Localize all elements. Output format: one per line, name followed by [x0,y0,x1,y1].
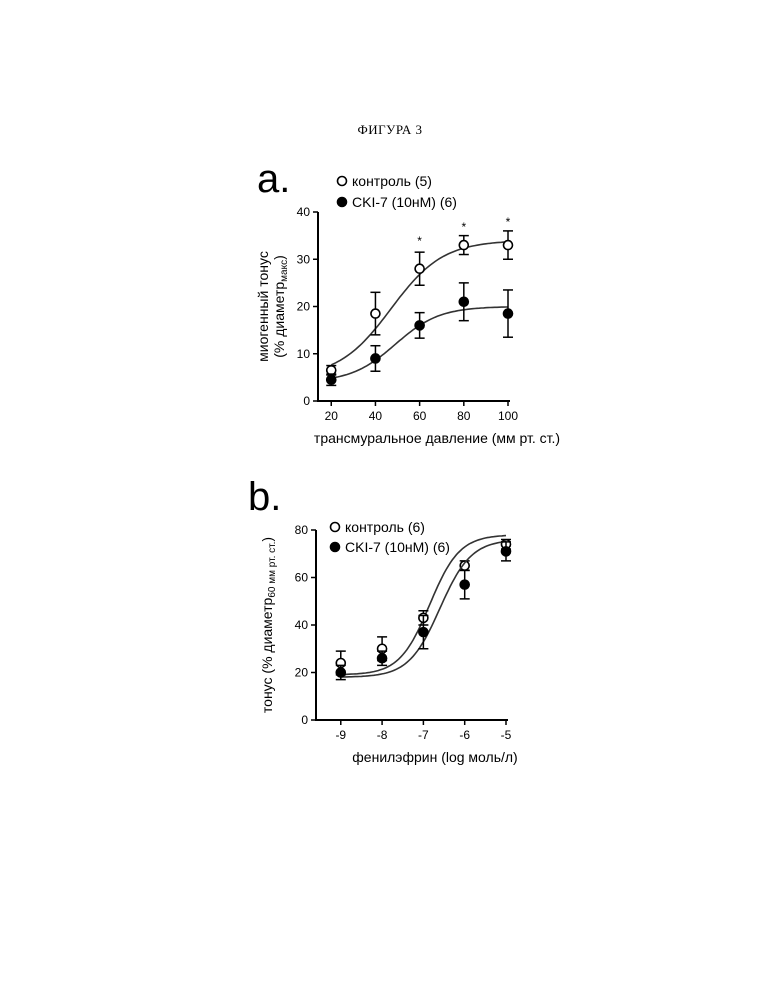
legend-marker-filled [338,198,347,207]
x-tick-label: 20 [325,409,339,423]
figure-title: ФИГУРА 3 [0,122,780,138]
data-point-filled [460,580,469,589]
series-cki7 [326,283,513,386]
data-point-filled [504,309,513,318]
x-tick-label: 100 [498,409,518,423]
legend-label: CKI-7 (10нМ) (6) [345,539,450,555]
legend-label: контроль (6) [345,519,425,535]
legend-marker-open [331,523,340,532]
x-tick-label: -7 [418,728,429,742]
data-point-filled [502,547,511,556]
data-point-filled [378,654,387,663]
panel-letter: a. [257,157,290,201]
x-tick-label: -6 [459,728,470,742]
y-axis-title-line2: (% диаметрмакс) [271,255,290,358]
legend-marker-filled [331,543,340,552]
y-tick-label: 60 [295,571,309,585]
x-tick-label: -8 [377,728,388,742]
data-point-filled [371,354,380,363]
x-tick-label: 60 [413,409,427,423]
y-tick-label: 0 [303,394,310,408]
y-tick-label: 20 [297,300,311,314]
fit-curve [341,536,506,675]
x-tick-label: 40 [369,409,383,423]
y-tick-label: 80 [295,523,309,537]
y-tick-label: 10 [297,347,311,361]
data-point-open [504,241,513,250]
data-point-filled [415,321,424,330]
data-point-filled [419,628,428,637]
series-control [336,536,511,675]
data-point-filled [459,297,468,306]
y-axis-title-line1: миогенный тонус [255,251,271,362]
y-tick-label: 30 [297,252,311,266]
significance-asterisk: * [461,220,466,234]
panel-letter: b. [248,475,281,519]
y-tick-label: 0 [301,713,308,727]
x-tick-label: 80 [457,409,471,423]
y-tick-label: 40 [297,205,311,219]
data-point-open [459,241,468,250]
significance-asterisk: * [506,215,511,229]
x-tick-label: -5 [501,728,512,742]
chart-b: b. 0 20 40 60 80 -9 -8 -7 -6 -5 фенилэфрин (log мол… [0,470,780,780]
x-axis-title: фенилэфрин (log моль/л) [352,749,517,765]
significance-asterisk: * [417,234,422,248]
x-axis-title: трансмуральное давление (мм рт. ст.) [314,430,560,446]
series-control [326,231,513,375]
data-point-open [415,264,424,273]
legend-marker-open [338,177,347,186]
legend-label: CKI-7 (10нМ) (6) [352,194,457,210]
y-tick-label: 40 [295,618,309,632]
data-point-open [371,309,380,318]
y-tick-label: 20 [295,666,309,680]
fit-curve [341,542,506,678]
x-tick-label: -9 [335,728,346,742]
y-axis-title: тонус (% диаметр60 мм рт. ст.) [259,537,278,713]
data-point-filled [336,668,345,677]
chart-a: a. 0 10 20 30 40 20 40 60 80 100 трансмуральное дав… [0,150,780,460]
data-point-filled [327,375,336,384]
legend-label: контроль (5) [352,173,432,189]
